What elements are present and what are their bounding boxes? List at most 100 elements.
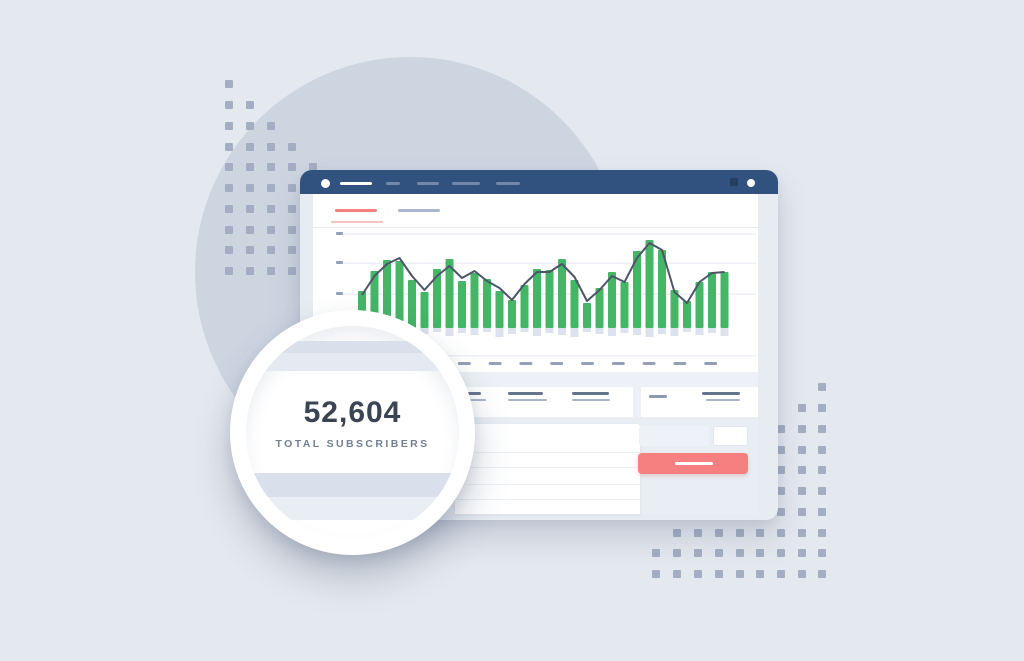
bar-stub — [558, 328, 566, 335]
y-axis-tick — [336, 292, 343, 295]
app-window — [300, 170, 778, 520]
chart-bar — [508, 300, 516, 328]
chart-bar — [658, 250, 666, 328]
gridline — [343, 262, 756, 264]
total-subscribers-value: 52,604 — [303, 396, 402, 429]
decor-dot — [288, 267, 296, 275]
trend-line — [361, 242, 725, 304]
account-dot-icon[interactable] — [747, 179, 755, 187]
chart-bar — [670, 290, 679, 328]
bar-stub — [570, 328, 579, 337]
bar-stub — [433, 328, 441, 332]
nav-item-1[interactable] — [340, 182, 372, 185]
tab-active-indicator[interactable] — [335, 209, 377, 212]
decor-dot — [246, 205, 254, 213]
tab-inactive-indicator[interactable] — [398, 209, 440, 212]
bar-stub — [683, 328, 691, 332]
decor-dot — [798, 549, 806, 557]
x-axis-tick — [642, 362, 656, 365]
bar-stub — [420, 328, 429, 334]
bar-stub — [508, 328, 516, 334]
decor-dot — [798, 466, 806, 474]
column-header-2 — [508, 392, 543, 395]
bar-stub — [695, 328, 704, 335]
decor-dot — [818, 466, 826, 474]
chart-bar — [458, 281, 466, 328]
column-header-4 — [649, 395, 667, 398]
chart-bar — [683, 301, 691, 328]
nav-item-4[interactable] — [452, 182, 480, 185]
decor-dot — [715, 570, 723, 578]
decor-dot — [246, 143, 254, 151]
chart-bar — [583, 303, 591, 328]
decor-dot — [818, 446, 826, 454]
bar-stub — [633, 328, 641, 335]
decor-dot — [777, 487, 785, 495]
header-column-gap — [633, 387, 641, 417]
chart-bar — [708, 272, 716, 328]
decor-dot — [818, 404, 826, 412]
magnifier: 52,604 TOTAL SUBSCRIBERS — [230, 310, 475, 555]
decor-dot — [818, 425, 826, 433]
submit-button[interactable] — [638, 453, 748, 474]
decor-dot — [818, 487, 826, 495]
decor-dot — [246, 101, 254, 109]
decor-dot — [777, 508, 785, 516]
gridline — [343, 233, 756, 235]
form-field-empty[interactable] — [713, 426, 748, 446]
chart-bar — [483, 279, 491, 328]
y-axis-tick — [336, 261, 343, 264]
column-header-sub-2 — [508, 399, 547, 401]
decor-dot — [267, 246, 275, 254]
chart-bar — [558, 259, 566, 328]
x-axis-tick — [611, 362, 625, 365]
decor-dot — [225, 267, 233, 275]
decor-dot — [246, 267, 254, 275]
decor-dot — [267, 122, 275, 130]
bar-stub — [595, 328, 604, 334]
chart-bar — [533, 269, 541, 328]
decor-dot — [756, 529, 764, 537]
chart-bar — [695, 282, 704, 328]
x-axis-tick — [457, 362, 471, 365]
decor-dot — [777, 570, 785, 578]
decor-dot — [818, 529, 826, 537]
decor-dot — [777, 446, 785, 454]
decor-dot — [246, 246, 254, 254]
button-label-placeholder — [675, 462, 713, 465]
decor-dot — [267, 267, 275, 275]
menu-square-icon[interactable] — [730, 178, 738, 186]
chart-bar — [570, 280, 579, 328]
form-field-filled[interactable] — [639, 426, 709, 446]
decor-dot — [736, 549, 744, 557]
data-list-card — [455, 424, 640, 514]
decor-dot — [652, 549, 660, 557]
decor-dot — [309, 163, 317, 171]
tab-divider — [313, 227, 758, 228]
decor-dot — [288, 205, 296, 213]
decor-dot — [225, 143, 233, 151]
decor-dot — [756, 570, 764, 578]
decor-dot — [818, 383, 826, 391]
nav-item-2[interactable] — [386, 182, 400, 185]
decor-dot — [267, 205, 275, 213]
decor-dot — [267, 226, 275, 234]
nav-item-5[interactable] — [496, 182, 520, 185]
decor-dot — [246, 163, 254, 171]
decor-dot — [225, 163, 233, 171]
chart-bar — [633, 251, 641, 328]
decor-dot — [777, 466, 785, 474]
list-row-divider — [455, 484, 640, 485]
bar-stub — [483, 328, 491, 332]
bar-stub — [520, 328, 529, 332]
chart-bar — [408, 280, 416, 328]
decor-dot — [818, 508, 826, 516]
bar-stub — [458, 328, 466, 333]
x-axis-tick — [581, 362, 594, 365]
nav-item-3[interactable] — [417, 182, 439, 185]
bar-stub — [608, 328, 616, 336]
x-axis-line — [343, 355, 756, 357]
decor-dot — [736, 570, 744, 578]
decor-dot — [267, 143, 275, 151]
